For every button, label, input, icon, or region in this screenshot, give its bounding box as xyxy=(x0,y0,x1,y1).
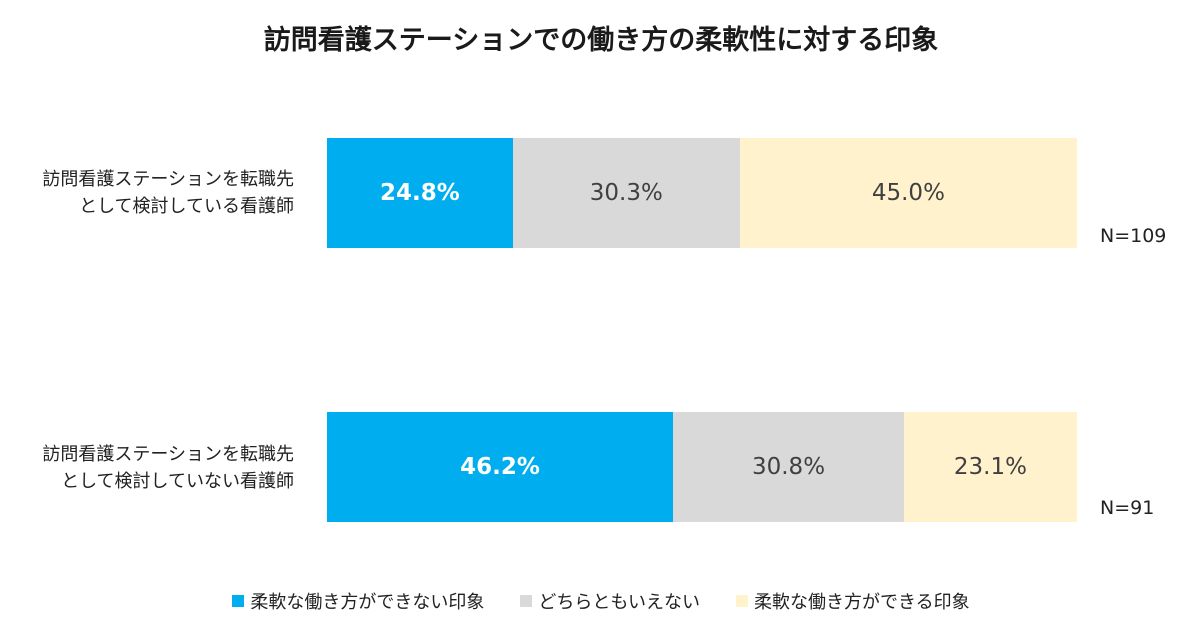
data-label: 46.2% xyxy=(460,454,540,480)
legend-swatch xyxy=(736,595,748,607)
row-label-line: として検討していない看護師 xyxy=(61,471,294,492)
legend-label: 柔軟な働き方ができない印象 xyxy=(250,592,485,613)
legend-label: どちらともいえない xyxy=(538,592,700,613)
data-label: 23.1% xyxy=(953,454,1027,480)
legend-swatch xyxy=(232,595,245,607)
legend-swatch xyxy=(520,595,533,607)
bar-segment-inflexible: 24.8% xyxy=(327,138,513,248)
data-label: 24.8% xyxy=(380,180,460,206)
bar-segment-neutral: 30.3% xyxy=(512,138,740,248)
legend-item-inflexible: 柔軟な働き方ができない印象 xyxy=(232,588,484,614)
bar-segment-flexible: 45.0% xyxy=(739,138,1077,248)
bar-row: 24.8% 30.3% 45.0% xyxy=(327,138,1077,248)
legend: 柔軟な働き方ができない印象 どちらともいえない 柔軟な働き方ができる印象 xyxy=(0,588,1202,614)
chart-title: 訪問看護ステーションでの働き方の柔軟性に対する印象 xyxy=(263,25,939,56)
data-label: 30.3% xyxy=(589,180,663,206)
row-label-line: 訪問看護ステーションを転職先 xyxy=(42,444,294,465)
data-label: 45.0% xyxy=(871,180,945,206)
bar-segment-flexible: 23.1% xyxy=(903,412,1077,522)
data-label: 30.8% xyxy=(751,454,826,480)
legend-item-flexible: 柔軟な働き方ができる印象 xyxy=(736,588,970,614)
row-label-not-considering: 訪問看護ステーションを転職先 として検討していない看護師 xyxy=(10,441,294,495)
row-label-considering: 訪問看護ステーションを転職先 として検討している看護師 xyxy=(10,166,294,220)
row-label-line: 訪問看護ステーションを転職先 xyxy=(42,169,294,190)
legend-label: 柔軟な働き方ができる印象 xyxy=(754,592,970,613)
bar-segment-inflexible: 46.2% xyxy=(327,412,674,522)
row-label-line: として検討している看護師 xyxy=(79,196,294,217)
sample-size-label: N=91 xyxy=(1100,497,1155,519)
legend-item-neutral: どちらともいえない xyxy=(520,588,700,614)
sample-size-label: N=109 xyxy=(1100,225,1167,247)
bar-row: 46.2% 30.8% 23.1% xyxy=(327,412,1077,522)
bar-segment-neutral: 30.8% xyxy=(673,412,904,522)
